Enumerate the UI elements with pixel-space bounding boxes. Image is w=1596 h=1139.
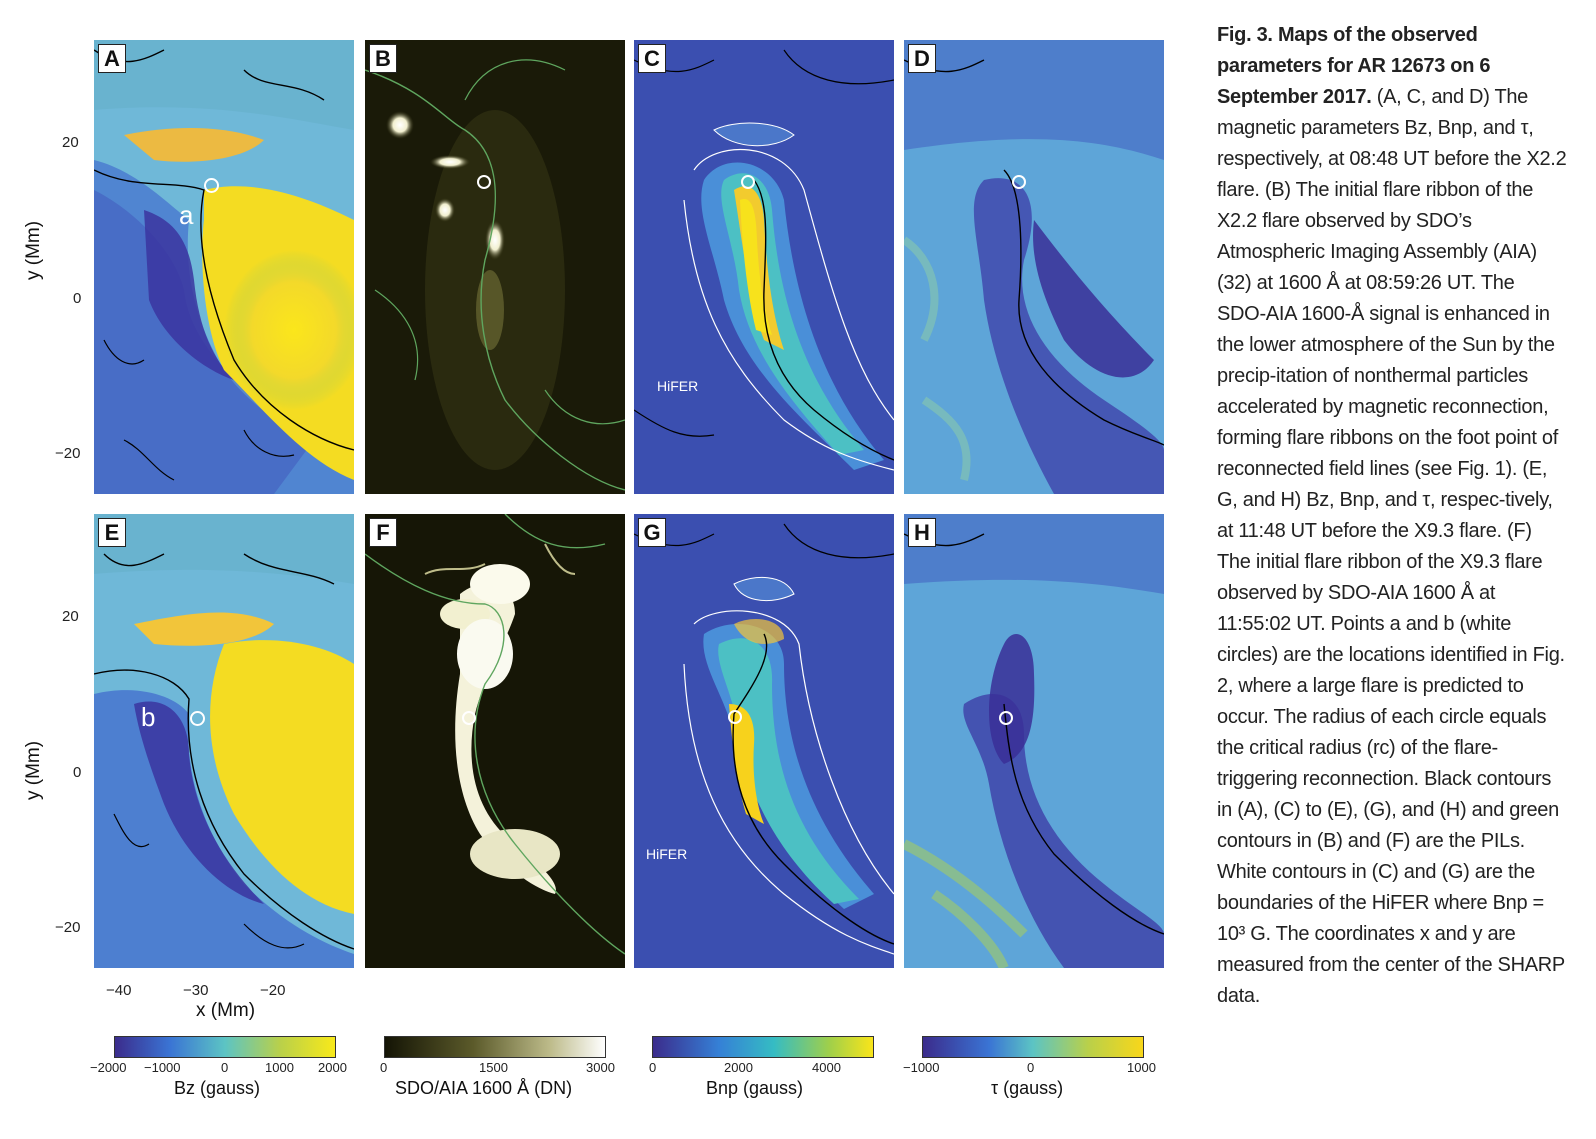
panel-label: D bbox=[908, 44, 936, 73]
point-a-circle bbox=[204, 178, 219, 193]
colorbar-tick: 0 bbox=[221, 1060, 229, 1075]
y-tick-bottom: 20 bbox=[62, 608, 79, 625]
colorbar-tick: 3000 bbox=[586, 1060, 615, 1075]
y-axis-label: y (Mm) bbox=[23, 220, 44, 280]
y-tick-top: −20 bbox=[55, 445, 81, 462]
figure-caption: Fig. 3. Maps of the observed parameters … bbox=[1217, 20, 1567, 1012]
panel-e-bz-map: E b bbox=[94, 514, 354, 968]
hifer-label: HiFER bbox=[646, 846, 688, 862]
x-axis-label: x (Mm) bbox=[196, 1000, 256, 1021]
y-tick-top: 0 bbox=[73, 290, 82, 307]
y-tick-bottom: −20 bbox=[55, 919, 81, 936]
panel-b-aia-map: B bbox=[365, 40, 625, 494]
panel-label: F bbox=[369, 518, 397, 547]
colorbar-aia bbox=[384, 1036, 606, 1058]
caption-body: (A, C, and D) The magnetic parameters Bz… bbox=[1217, 86, 1567, 1007]
colorbar-tick: 1500 bbox=[479, 1060, 508, 1075]
colorbar-tick: 1000 bbox=[265, 1060, 294, 1075]
colorbar-tick: 0 bbox=[380, 1060, 388, 1075]
colorbar-tick: −1000 bbox=[903, 1060, 940, 1075]
x-tick: −20 bbox=[260, 982, 286, 999]
colorbar-tick: 2000 bbox=[318, 1060, 347, 1075]
panel-label: E bbox=[98, 518, 126, 547]
colorbar-tick: −1000 bbox=[144, 1060, 181, 1075]
colorbar-title: Bz (gauss) bbox=[174, 1078, 261, 1098]
panel-a-bz-map: A a bbox=[94, 40, 354, 494]
point-a-label: a bbox=[179, 200, 194, 230]
y-axis-label: y (Mm) bbox=[23, 740, 44, 800]
y-tick-top: 20 bbox=[62, 134, 79, 151]
colorbar-tick: 4000 bbox=[812, 1060, 841, 1075]
colorbar-tick: 0 bbox=[1027, 1060, 1035, 1075]
panel-h-tau-map: H bbox=[904, 514, 1164, 968]
colorbar-tick: 0 bbox=[649, 1060, 657, 1075]
colorbar-tick: −2000 bbox=[90, 1060, 127, 1075]
point-b-label: b bbox=[141, 702, 156, 732]
colorbar-bz bbox=[114, 1036, 336, 1058]
x-tick: −40 bbox=[106, 982, 132, 999]
caption-title: Fig. 3. Maps of the observed parameters … bbox=[1217, 24, 1491, 108]
panel-g-bnp-map: G HiFER bbox=[634, 514, 894, 968]
colorbar-tick: 1000 bbox=[1127, 1060, 1156, 1075]
hifer-label: HiFER bbox=[657, 378, 699, 394]
panel-c-bnp-map: C HiFER bbox=[634, 40, 894, 494]
point-b-circle bbox=[190, 711, 205, 726]
panel-d-tau-map: D bbox=[904, 40, 1164, 494]
colorbar-title: Bnp (gauss) bbox=[706, 1078, 804, 1098]
panel-label: H bbox=[908, 518, 936, 547]
panel-f-aia-map: F bbox=[365, 514, 625, 968]
colorbar-bnp bbox=[652, 1036, 874, 1058]
panel-label: A bbox=[98, 44, 126, 73]
colorbar-tick: 2000 bbox=[724, 1060, 753, 1075]
colorbar-tau bbox=[922, 1036, 1144, 1058]
y-tick-bottom: 0 bbox=[73, 764, 82, 781]
panel-label: G bbox=[638, 518, 666, 547]
panel-label: B bbox=[369, 44, 397, 73]
colorbar-title: τ (gauss) bbox=[991, 1078, 1064, 1098]
figure: A a B bbox=[23, 40, 1164, 1098]
colorbar-title: SDO/AIA 1600 Å (DN) bbox=[395, 1078, 573, 1098]
x-tick: −30 bbox=[183, 982, 209, 999]
panel-label: C bbox=[638, 44, 666, 73]
